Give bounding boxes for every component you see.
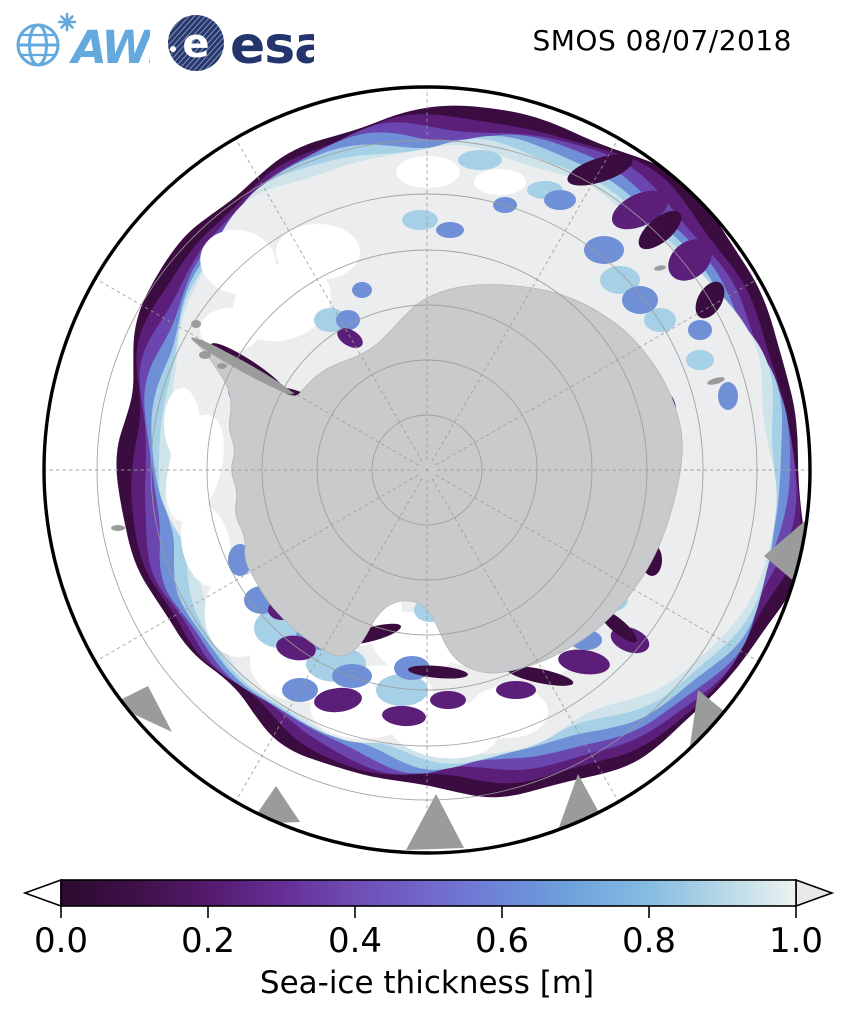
colorbar-under-arrow [22,878,62,908]
awi-wordmark: AWI [69,21,150,72]
awi-logo: AWI [16,12,150,72]
colorbar-axis-label: Sea-ice thickness [m] [260,965,594,1001]
awi-globe-icon [16,23,60,67]
colorbar-ticks [60,906,797,918]
esa-sphere-icon: e [168,15,224,71]
colorbar-tick-labels: 0.0 0.2 0.4 0.6 0.8 1.0 [34,921,823,961]
tick-label-06: 0.6 [475,921,529,961]
figure-title: SMOS 08/07/2018 [532,24,792,57]
tick-label-10: 1.0 [769,921,823,961]
colorbar: 0.0 0.2 0.4 0.6 0.8 1.0 Sea-ice thicknes… [22,878,835,1001]
colorbar-over-arrow [795,878,835,908]
esa-logo: e esa [168,15,314,74]
esa-wordmark: esa [230,16,314,74]
graticule [44,87,810,853]
tick-label-04: 0.4 [328,921,382,961]
antarctica-land [111,265,725,674]
tick-label-0: 0.0 [34,921,88,961]
map-boundary-circle [42,85,812,855]
antarctic-map [42,85,812,855]
colorbar-gradient-bar [60,879,797,907]
awi-star-icon [57,12,77,32]
header: AWI e esa SMOS 08/07/2018 [0,0,854,80]
esa-mark-letter: e [182,21,209,67]
tick-label-02: 0.2 [181,921,235,961]
tick-label-08: 0.8 [622,921,676,961]
